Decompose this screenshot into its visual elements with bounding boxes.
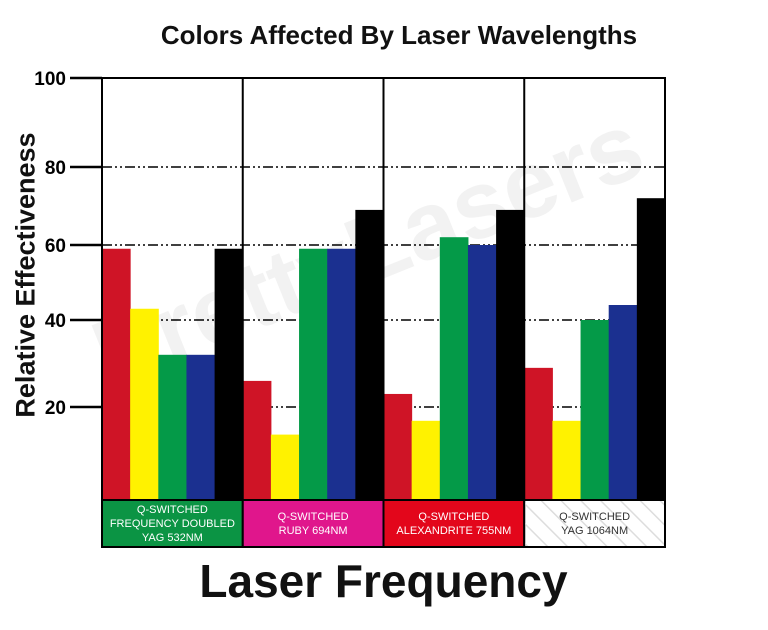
bar [496, 209, 525, 499]
bar [580, 320, 610, 499]
bar [299, 248, 328, 499]
category-label: Q-SWITCHED [559, 511, 630, 523]
category-box [101, 499, 244, 548]
category-box [241, 499, 385, 548]
y-tick-label: 100 [34, 69, 66, 90]
category-label: RUBY 694NM [279, 525, 348, 537]
category-hatch [525, 501, 664, 546]
bar [467, 245, 497, 499]
bar [636, 198, 666, 499]
bar [158, 354, 187, 499]
category-label: ALEXANDRITE 755NM [396, 525, 511, 537]
bar [608, 305, 638, 499]
category-label: YAG 1064NM [561, 525, 628, 537]
category-label: Q-SWITCHED [418, 511, 489, 523]
category-box [382, 499, 526, 548]
y-tick-label: 20 [45, 398, 66, 419]
bar [439, 237, 469, 499]
bar [102, 248, 131, 499]
bar [355, 209, 384, 499]
y-tick-label: 80 [45, 158, 66, 179]
bar [552, 420, 582, 499]
bar [327, 248, 356, 499]
y-tick-label: 60 [45, 236, 66, 257]
bar [383, 393, 413, 499]
category-label: FREQUENCY DOUBLED [110, 518, 235, 530]
category-label: Q-SWITCHED [137, 504, 208, 516]
category-label: YAG 532NM [142, 532, 203, 544]
y-tick-label: 40 [45, 311, 66, 332]
x-axis-label: Laser Frequency [199, 555, 568, 607]
bar [186, 354, 216, 499]
chart-title: Colors Affected By Laser Wavelengths [160, 20, 638, 50]
bar [214, 248, 244, 499]
bar [270, 434, 300, 499]
category-label: Q-SWITCHED [278, 511, 349, 523]
bar [524, 367, 553, 499]
bar [411, 420, 441, 499]
bar [242, 380, 272, 499]
bar [130, 308, 159, 499]
